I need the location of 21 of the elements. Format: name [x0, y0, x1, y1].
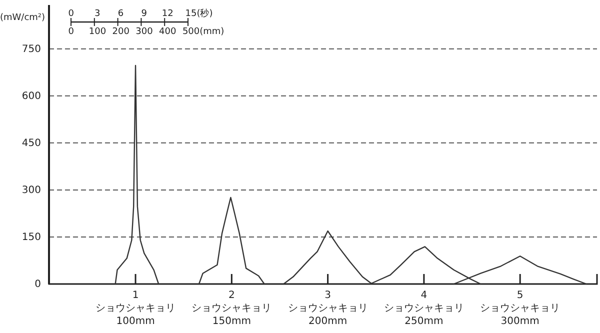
x-tick-label: 4 — [420, 290, 428, 301]
text: ショウシャキョリ 250mm — [384, 303, 464, 327]
text: 0 3 6 9 12 15(秒) — [68, 9, 213, 19]
text: ショウシャキョリ 150mm — [192, 303, 272, 327]
y-tick-label: 600 — [22, 91, 41, 102]
text: 0 100 200 300 400 500(mm) — [68, 27, 224, 37]
x-tick-label: 5 — [516, 290, 524, 301]
x-tick-label: 3 — [324, 290, 331, 301]
line-series — [198, 196, 265, 285]
x-tick-label: 1 — [132, 290, 139, 301]
y-tick-label: 300 — [22, 185, 41, 196]
line-series — [114, 64, 160, 285]
text: ショウシャキョリ 200mm — [288, 303, 368, 327]
y-tick-label: 750 — [22, 44, 41, 56]
y-axis-title: (mW/cm²) — [0, 13, 46, 23]
x-tick-label: 2 — [228, 290, 235, 301]
y-tick-label: 0 — [34, 279, 41, 290]
text: ショウシャキョリ 100mm — [96, 303, 176, 327]
text: ショウシャキョリ 300mm — [480, 303, 560, 327]
y-tick-label: 450 — [22, 138, 41, 150]
y-tick-label: 150 — [22, 232, 41, 244]
